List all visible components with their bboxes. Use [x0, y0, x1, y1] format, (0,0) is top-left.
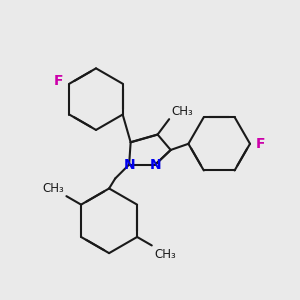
Text: CH₃: CH₃: [154, 248, 176, 261]
Text: F: F: [256, 137, 266, 151]
Text: F: F: [54, 74, 63, 88]
Text: CH₃: CH₃: [42, 182, 64, 195]
Text: CH₃: CH₃: [172, 105, 193, 118]
Text: N: N: [123, 158, 135, 172]
Text: N: N: [149, 158, 161, 172]
